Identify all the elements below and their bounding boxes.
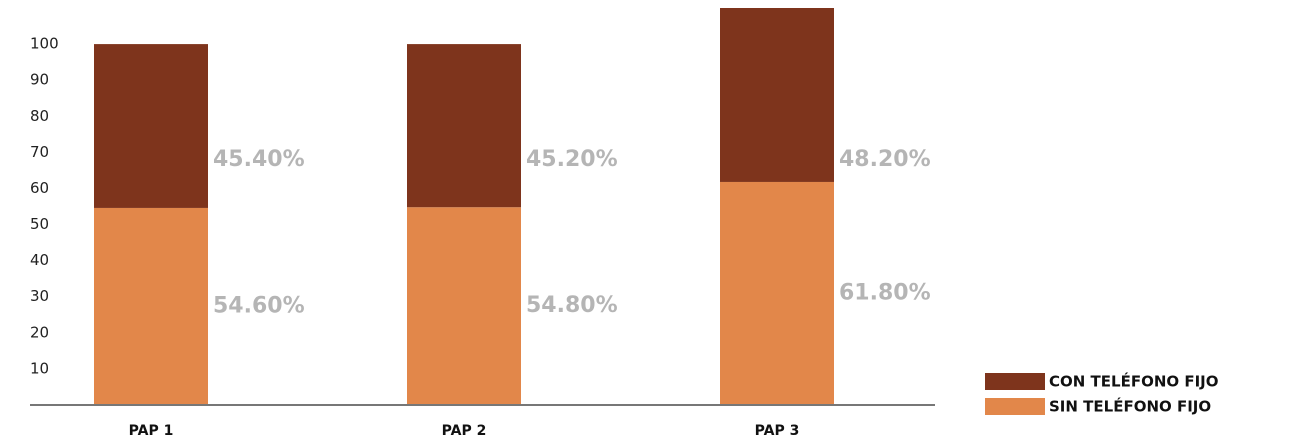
y-tick-label: 80	[30, 107, 49, 125]
y-tick-label: 100	[30, 35, 59, 53]
legend-swatch	[985, 373, 1045, 390]
legend-label: CON TELÉFONO FIJO	[1049, 372, 1219, 391]
bar-segment	[720, 181, 834, 405]
x-tick-label: PAP 2	[442, 423, 487, 439]
y-tick-label: 50	[30, 215, 49, 233]
x-tick-label: PAP 1	[129, 423, 174, 439]
value-label: 54.80%	[526, 293, 618, 318]
bar-segment	[720, 8, 834, 182]
bar-segment	[407, 207, 521, 405]
y-tick-label: 20	[30, 323, 49, 341]
y-tick-label: 60	[30, 179, 49, 197]
x-tick-label: PAP 3	[755, 423, 800, 439]
value-label: 61.80%	[839, 280, 931, 305]
y-tick-label: 30	[30, 287, 49, 305]
y-tick-label: 10	[30, 359, 49, 377]
value-label: 54.60%	[213, 293, 305, 318]
value-label: 48.20%	[839, 147, 931, 172]
value-label: 45.40%	[213, 147, 305, 172]
bar-segment	[407, 44, 521, 208]
bar-segment	[94, 44, 208, 208]
value-label: 45.20%	[526, 147, 618, 172]
y-tick-label: 70	[30, 143, 49, 161]
y-tick-label: 40	[30, 251, 49, 269]
legend-swatch	[985, 398, 1045, 415]
bar-segment	[94, 207, 208, 405]
legend-label: SIN TELÉFONO FIJO	[1049, 397, 1211, 416]
y-tick-label: 90	[30, 71, 49, 89]
